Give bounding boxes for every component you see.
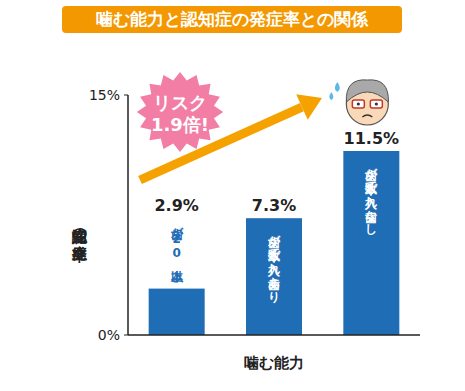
glasses: [352, 100, 364, 108]
value-label: 2.9%: [154, 196, 198, 215]
x-axis-title: 噛む能力: [244, 354, 304, 372]
y-tick-label: 15%: [89, 87, 120, 103]
category-label: 歯が20本以上: [170, 218, 184, 283]
bar: [343, 151, 399, 335]
sweat: [329, 92, 333, 100]
hair: [346, 80, 388, 102]
y-tick: [124, 335, 128, 336]
annotation: リスク: [153, 92, 207, 113]
y-axis: [127, 95, 129, 335]
y-tick-label: 0%: [98, 327, 120, 343]
title: 噛む能力と認知症の発症率との関係: [96, 9, 369, 29]
value-label: 11.5%: [344, 129, 400, 148]
annotation: 1.9倍!: [151, 114, 209, 135]
sweat: [335, 82, 340, 92]
trend-arrow-head: [296, 94, 322, 120]
bars: [149, 151, 400, 335]
x-axis: [128, 334, 420, 336]
mouth: [362, 115, 372, 117]
category-label: 歯が数本で入れ歯なし: [364, 159, 378, 235]
bar: [149, 289, 205, 335]
title-banner: [62, 6, 402, 33]
category-label: 歯が数本で入れ歯あり: [267, 226, 281, 304]
value-label: 7.3%: [252, 196, 296, 215]
eye: [357, 102, 360, 105]
starburst: [137, 72, 223, 152]
chart-root: 噛む能力と認知症の発症率との関係 0% 15% 認知症の発症率噛む能力 歯が20本以上 2…: [0, 0, 465, 391]
bar: [246, 218, 302, 335]
glasses: [370, 100, 382, 108]
y-axis-title: 認知症の発症率: [71, 217, 89, 264]
eye: [375, 102, 378, 105]
y-tick: [124, 95, 128, 96]
